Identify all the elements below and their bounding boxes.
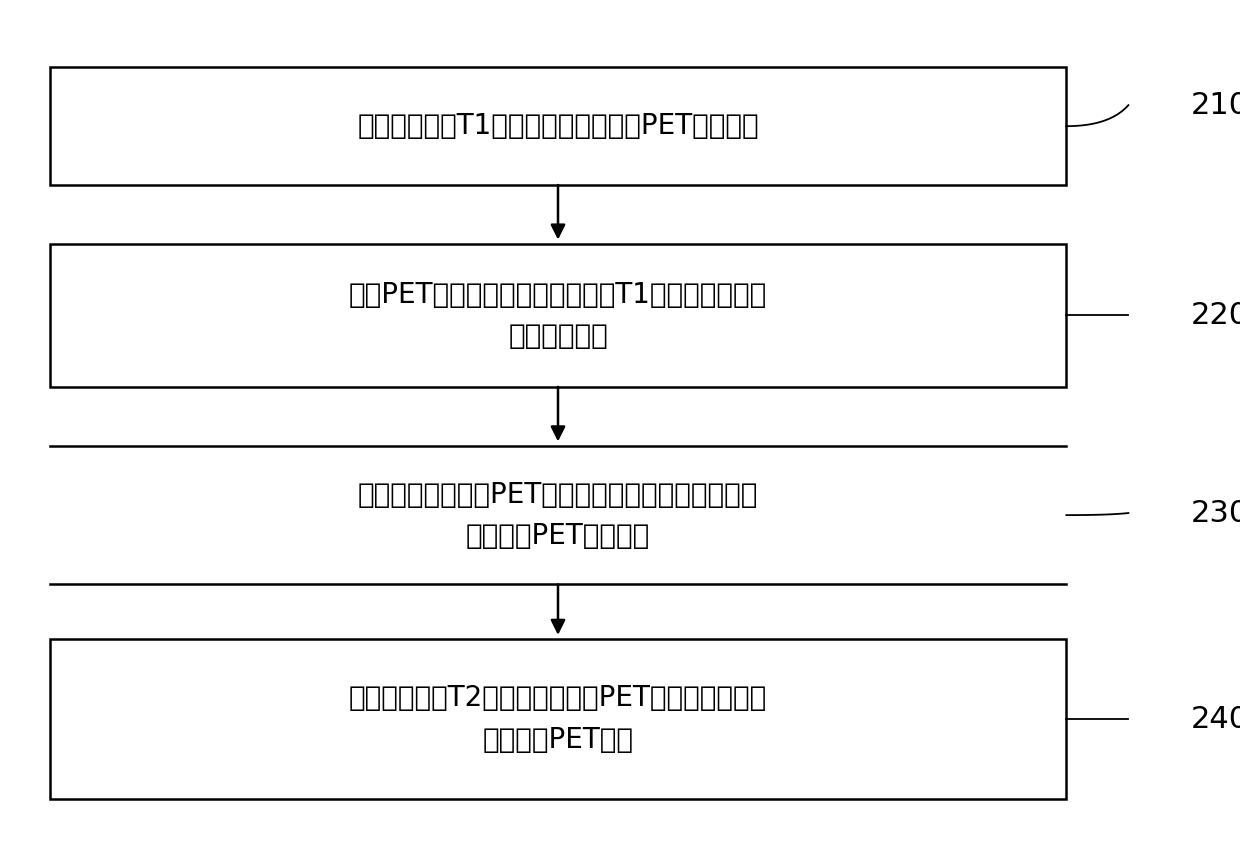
Text: 220: 220 bbox=[1190, 301, 1240, 330]
Text: 从起始时间开始对PET扫描数据进行散射校正，得到
经校正的PET扫描数据: 从起始时间开始对PET扫描数据进行散射校正，得到 经校正的PET扫描数据 bbox=[358, 480, 758, 550]
Text: 在第二时间（T2）内对经校正的PET扫描数据进行重
建，得到PET图像: 在第二时间（T2）内对经校正的PET扫描数据进行重 建，得到PET图像 bbox=[348, 685, 768, 754]
Bar bbox=[50, 639, 1066, 799]
Text: 210: 210 bbox=[1190, 91, 1240, 119]
Text: 在第一时间（T1）内获取扫描对象的PET扫描数据: 在第一时间（T1）内获取扫描对象的PET扫描数据 bbox=[357, 112, 759, 140]
Bar bbox=[50, 67, 1066, 185]
Bar bbox=[50, 244, 1066, 387]
Text: 240: 240 bbox=[1190, 705, 1240, 733]
Text: 根据PET扫描数据量在第一时间（T1）内确定散射校
正的起始时间: 根据PET扫描数据量在第一时间（T1）内确定散射校 正的起始时间 bbox=[348, 281, 768, 350]
Text: 230: 230 bbox=[1190, 499, 1240, 527]
